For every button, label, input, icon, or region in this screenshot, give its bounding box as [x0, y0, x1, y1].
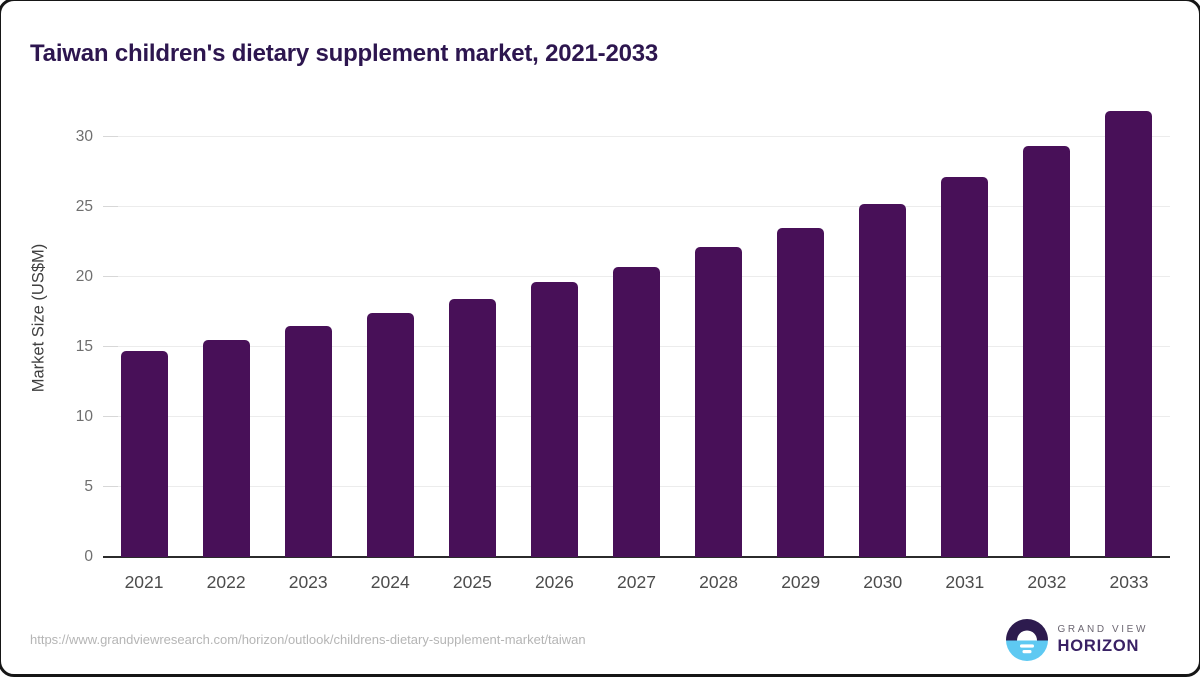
x-tick-label-2030: 2030 [863, 572, 903, 592]
logo-text: GRAND VIEW HORIZON [1058, 624, 1148, 656]
bars-container [103, 110, 1170, 557]
x-tick-label-2027: 2027 [617, 572, 656, 592]
bar-2021 [120, 351, 168, 557]
y-tick-label-20: 20 [75, 267, 93, 285]
bar-slot-2021 [103, 110, 185, 557]
bar-2025 [448, 299, 496, 557]
x-tick-label-2031: 2031 [945, 572, 985, 592]
horizon-sun-icon [1005, 619, 1048, 661]
bar-slot-2023 [267, 110, 349, 557]
x-tick-label-2033: 2033 [1109, 572, 1149, 592]
y-tick-label-30: 30 [75, 127, 93, 145]
bar-slot-2031 [924, 110, 1006, 557]
source-url: https://www.grandviewresearch.com/horizo… [30, 632, 586, 647]
x-tick-label-2025: 2025 [452, 572, 492, 592]
y-tick-label-10: 10 [75, 407, 93, 425]
bar-slot-2033 [1088, 110, 1170, 557]
y-tick-20 [103, 275, 118, 277]
y-tick-5 [103, 485, 118, 487]
plot-area [103, 110, 1170, 558]
gridline-30 [103, 135, 1170, 137]
y-tick-label-15: 15 [75, 337, 93, 355]
bar-slot-2024 [349, 110, 431, 557]
bar-2030 [859, 203, 907, 557]
bar-2028 [695, 247, 743, 557]
bar-slot-2025 [431, 110, 513, 557]
y-tick-25 [103, 205, 118, 207]
x-tick-label-2032: 2032 [1027, 572, 1067, 592]
bar-slot-2027 [595, 110, 677, 557]
bar-2027 [613, 266, 660, 557]
y-axis-labels: 0 5 10 15 20 25 30 [0, 110, 93, 565]
x-tick-label-2028: 2028 [699, 572, 739, 592]
bar-slot-2030 [842, 110, 924, 557]
bar-2023 [284, 325, 332, 557]
bar-slot-2022 [185, 110, 267, 557]
bar-slot-2028 [678, 110, 760, 557]
y-tick-label-0: 0 [84, 548, 93, 565]
bar-slot-2029 [760, 110, 842, 557]
y-tick-label-5: 5 [84, 477, 93, 495]
bar-2029 [777, 227, 825, 557]
grand-view-horizon-logo: GRAND VIEW HORIZON [1005, 619, 1148, 661]
bar-slot-2026 [513, 110, 595, 557]
x-tick-label-2023: 2023 [288, 572, 328, 592]
y-tick-15 [103, 345, 118, 347]
y-tick-30 [103, 135, 118, 137]
logo-horizon-label: HORIZON [1057, 637, 1140, 655]
bar-2024 [366, 313, 414, 557]
y-tick-label-25: 25 [75, 197, 93, 215]
bar-slot-2032 [1006, 110, 1088, 557]
y-tick-10 [103, 415, 118, 417]
bar-2032 [1023, 146, 1071, 557]
bar-2031 [941, 177, 989, 557]
x-axis-line [103, 556, 1170, 558]
x-tick-label-2024: 2024 [370, 572, 410, 592]
x-axis-labels: 2021 2022 2023 2024 2025 2026 2027 2028 2029 2030… [103, 572, 1170, 593]
bar-2033 [1105, 111, 1153, 557]
x-tick-label-2021: 2021 [124, 572, 164, 592]
bar-2026 [530, 282, 578, 557]
x-tick-label-2022: 2022 [206, 572, 246, 592]
bar-2022 [202, 339, 250, 557]
x-tick-label-2026: 2026 [534, 572, 574, 592]
x-tick-label-2029: 2029 [781, 572, 821, 592]
logo-grand-view-label: GRAND VIEW [1057, 624, 1148, 635]
chart-title: Taiwan children's dietary supplement mar… [30, 40, 659, 68]
gridline-25 [103, 205, 1170, 207]
